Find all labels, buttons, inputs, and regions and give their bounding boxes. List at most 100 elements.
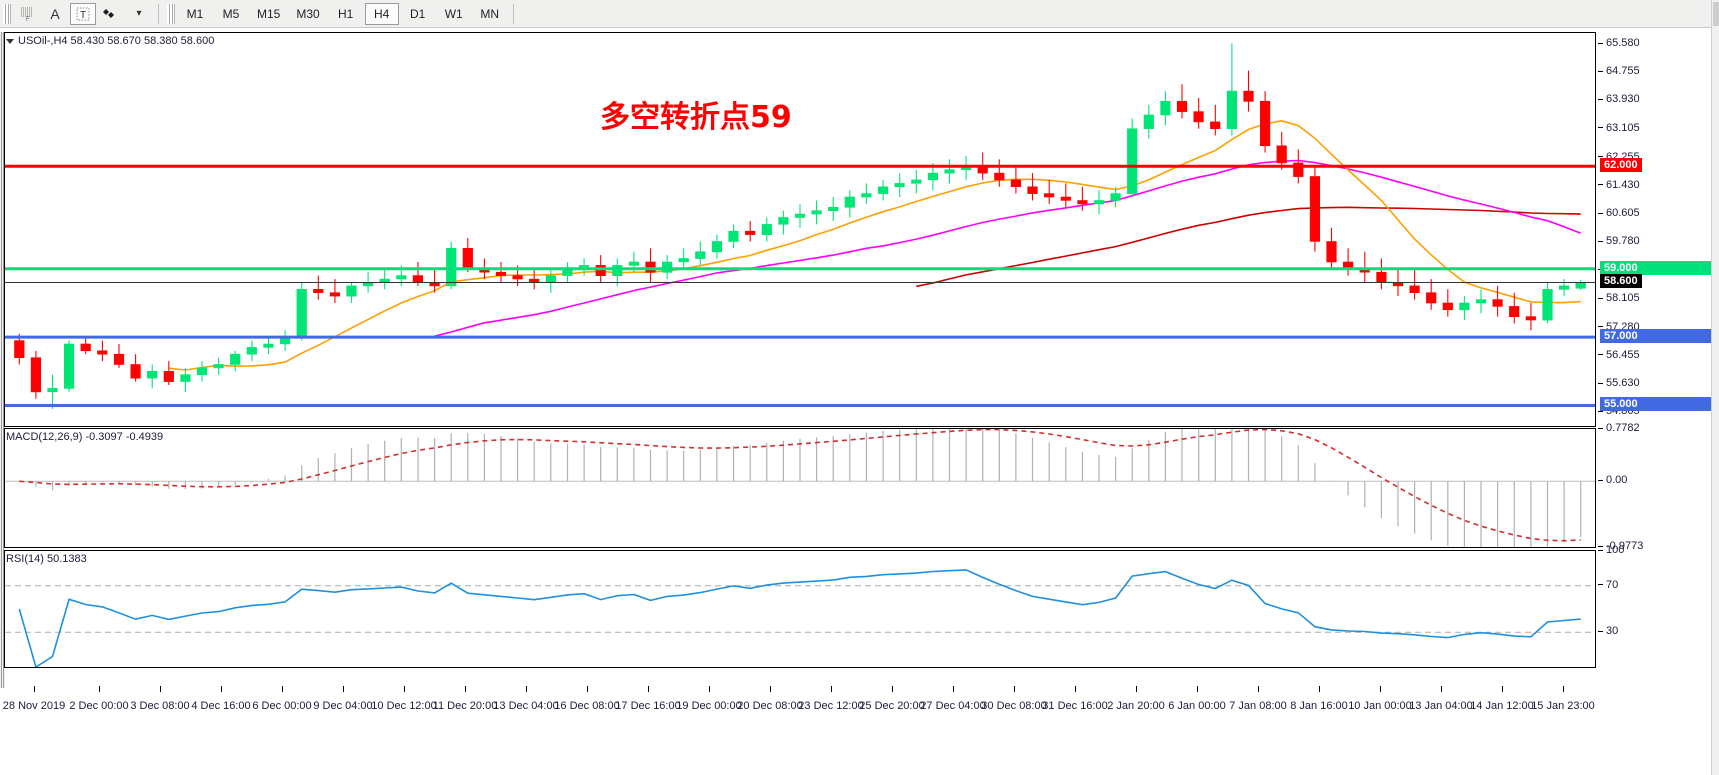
candle-body bbox=[728, 230, 739, 242]
time-axis-label: 8 Jan 16:00 bbox=[1290, 700, 1348, 712]
rsi-tick-label: 100 bbox=[1606, 544, 1625, 557]
tick-mark bbox=[1598, 549, 1603, 551]
price-tick-label: 60.605 bbox=[1606, 207, 1640, 220]
price-tick: 63.930 bbox=[1598, 93, 1640, 105]
candle-body bbox=[1442, 302, 1453, 311]
time-axis-label: 20 Dec 08:00 bbox=[737, 700, 803, 712]
candle-body bbox=[678, 258, 689, 263]
candle-body bbox=[14, 340, 25, 359]
candle-body bbox=[495, 271, 507, 276]
price-chart-canvas[interactable] bbox=[5, 33, 1595, 426]
price-level-label-55.000[interactable]: 55.000 bbox=[1600, 397, 1712, 412]
time-axis-label: 31 Dec 16:00 bbox=[1042, 700, 1108, 712]
tick-mark bbox=[1598, 70, 1603, 72]
time-axis-label: 2 Dec 00:00 bbox=[69, 700, 129, 712]
price-scale-axis[interactable]: 65.580 64.755 63.930 63.105 62.255 61.430 60.6… bbox=[1598, 32, 1716, 427]
tick-mark bbox=[1598, 427, 1603, 429]
ma-mid-line bbox=[434, 159, 1581, 337]
text-label-tool-button[interactable]: A bbox=[42, 3, 68, 25]
price-level-label-57.000[interactable]: 57.000 bbox=[1600, 329, 1712, 344]
candle-body bbox=[113, 353, 125, 365]
candle-body bbox=[1459, 302, 1470, 311]
rsi-tick-label: 70 bbox=[1606, 578, 1619, 591]
candle-body bbox=[246, 347, 257, 355]
price-level-label-58.600[interactable]: 58.600 bbox=[1600, 274, 1642, 289]
candle-body bbox=[645, 261, 656, 273]
price-tick: 65.580 bbox=[1598, 37, 1640, 49]
vertical-scrollbar[interactable] bbox=[1711, 0, 1719, 775]
macd-tick: -0.9773 bbox=[1598, 540, 1643, 552]
text-box-tool-button[interactable]: T bbox=[70, 2, 96, 25]
candle-body bbox=[1044, 193, 1055, 198]
timeframe-group-grip[interactable] bbox=[167, 3, 175, 24]
timeframe-m5[interactable]: M5 bbox=[222, 6, 240, 21]
candle-body bbox=[1509, 306, 1520, 317]
time-tick bbox=[1380, 686, 1381, 692]
price-level-label-62.000[interactable]: 62.000 bbox=[1600, 158, 1642, 173]
price-tick-label: 59.780 bbox=[1606, 235, 1640, 248]
timeframe-h1[interactable]: H1 bbox=[338, 6, 354, 21]
rsi-tick: 30 bbox=[1598, 625, 1618, 637]
timeframe-h4[interactable]: H4 bbox=[364, 2, 399, 25]
time-tick bbox=[648, 686, 649, 692]
price-chart-panel[interactable] bbox=[4, 32, 1596, 427]
candle-body bbox=[1525, 316, 1536, 321]
rsi-canvas[interactable] bbox=[5, 551, 1595, 667]
chart-left-gutter[interactable] bbox=[0, 32, 5, 688]
candle-body bbox=[994, 172, 1005, 181]
macd-tick-label: -0.9773 bbox=[1606, 540, 1644, 553]
time-tick bbox=[160, 686, 161, 692]
time-tick bbox=[34, 686, 35, 692]
time-axis[interactable]: 28 Nov 2019 2 Dec 00:00 3 Dec 08:00 4 Dec 1… bbox=[3, 686, 1596, 726]
time-tick bbox=[1502, 686, 1503, 692]
candle-body bbox=[1193, 111, 1204, 123]
candle-body bbox=[97, 350, 108, 355]
rsi-line bbox=[18, 569, 1581, 667]
price-tick-label: 63.930 bbox=[1606, 93, 1640, 106]
macd-scale-axis: 0.7782 0.00 -0.9773 bbox=[1598, 422, 1716, 552]
tick-mark bbox=[1598, 479, 1603, 481]
collapse-caret-icon[interactable] bbox=[6, 38, 14, 44]
candle-body bbox=[1475, 299, 1487, 304]
timeframe-w1[interactable]: W1 bbox=[444, 6, 463, 21]
candle-body bbox=[147, 370, 158, 379]
time-tick bbox=[953, 686, 954, 692]
toolbar-grip[interactable] bbox=[3, 3, 11, 24]
macd-indicator-panel[interactable] bbox=[4, 428, 1596, 548]
price-tick: 63.105 bbox=[1598, 122, 1640, 134]
time-axis-label: 13 Dec 04:00 bbox=[493, 700, 559, 712]
timeframe-d1[interactable]: D1 bbox=[410, 6, 426, 21]
time-axis-label: 7 Jan 08:00 bbox=[1229, 700, 1287, 712]
candle-body bbox=[1127, 128, 1138, 194]
candle-body bbox=[811, 210, 822, 215]
macd-tick-label: 0.00 bbox=[1606, 474, 1628, 487]
rsi-indicator-panel[interactable] bbox=[4, 550, 1596, 668]
candle-body bbox=[545, 275, 556, 283]
toolbar-divider-2 bbox=[512, 3, 514, 24]
candle-body bbox=[80, 343, 91, 352]
candle-body bbox=[396, 275, 407, 280]
candle-body bbox=[180, 374, 191, 382]
crosshair-tool-icon[interactable]: F bbox=[14, 3, 40, 25]
candle-body bbox=[196, 367, 208, 375]
timeframe-mn[interactable]: MN bbox=[480, 6, 500, 21]
candle-body bbox=[828, 207, 839, 212]
time-tick bbox=[343, 686, 344, 692]
candle-body bbox=[711, 241, 722, 253]
price-level-label-59.000[interactable]: 59.000 bbox=[1600, 260, 1712, 275]
timeframe-m1[interactable]: M1 bbox=[186, 6, 204, 21]
macd-panel-header: MACD(12,26,9) -0.3097 -0.4939 bbox=[6, 431, 164, 443]
objects-tool-button[interactable] bbox=[98, 3, 124, 25]
scrollbar-thumb[interactable] bbox=[1713, 2, 1719, 26]
time-tick bbox=[404, 686, 405, 692]
timeframe-m15[interactable]: M15 bbox=[257, 6, 281, 21]
ma-fast-line bbox=[168, 119, 1581, 371]
time-axis-label: 14 Jan 12:00 bbox=[1470, 700, 1534, 712]
price-tick: 58.105 bbox=[1598, 292, 1640, 304]
time-axis-label: 11 Dec 20:00 bbox=[432, 700, 498, 712]
candle-body bbox=[944, 169, 955, 174]
objects-dropdown-button[interactable]: ▾ bbox=[126, 3, 152, 25]
timeframe-m30[interactable]: M30 bbox=[296, 6, 320, 21]
macd-canvas[interactable] bbox=[5, 429, 1595, 547]
price-tick: 64.755 bbox=[1598, 65, 1640, 77]
